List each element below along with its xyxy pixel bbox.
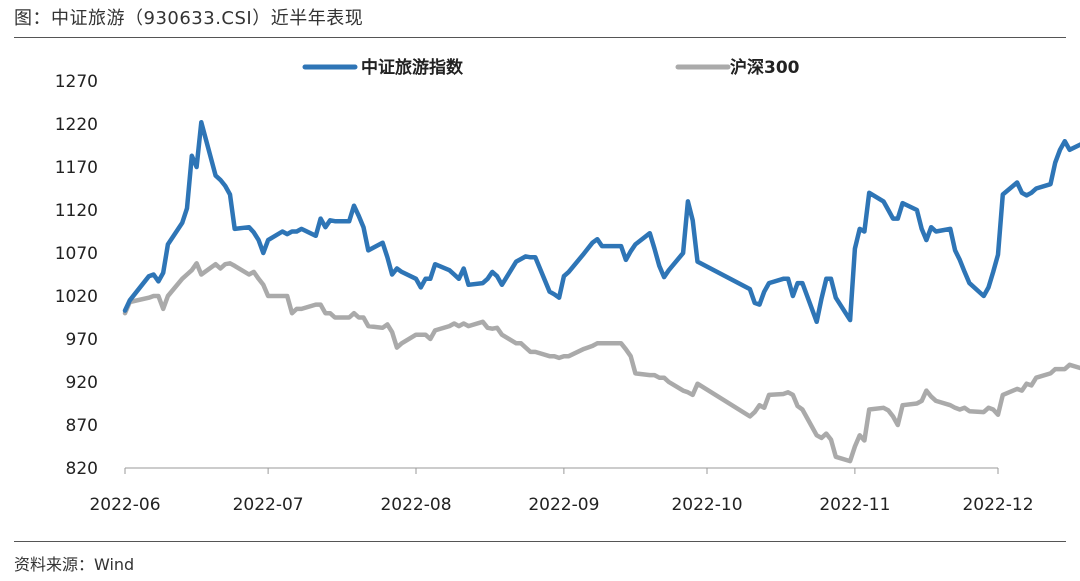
bottom-rule [14, 541, 1066, 542]
y-tick-label: 1270 [55, 72, 98, 92]
series-line-travel-index [122, 120, 1080, 325]
y-tick-label: 1120 [55, 201, 98, 221]
legend-label: 沪深300 [730, 57, 800, 78]
y-tick-label: 1020 [55, 287, 98, 307]
x-tick-label: 2022-07 [233, 495, 304, 515]
top-rule [14, 37, 1066, 38]
legend-label: 中证旅游指数 [361, 57, 464, 78]
y-tick-label: 870 [66, 416, 98, 436]
series-layer [122, 120, 1080, 464]
y-tick-label: 1170 [55, 158, 98, 178]
y-tick-label: 1220 [55, 115, 98, 135]
chart-legend: 中证旅游指数 沪深300 [302, 57, 800, 78]
x-tick-label: 2022-12 [962, 495, 1033, 515]
y-tick-label: 920 [66, 373, 98, 393]
x-tick-label: 2022-06 [89, 495, 160, 515]
figure-title: 图：中证旅游（930633.CSI）近半年表现 [14, 8, 364, 29]
x-tick-label: 2022-09 [528, 495, 599, 515]
x-tick-label: 2022-08 [380, 495, 451, 515]
y-tick-label: 820 [66, 459, 98, 479]
chart-axes: 820 870 920 970 1020 1070 1120 1170 1220 1270 2022… [55, 72, 1034, 515]
x-tick-label: 2022-10 [671, 495, 742, 515]
series-line-hs300 [122, 261, 1080, 464]
x-tick-label: 2022-11 [819, 495, 890, 515]
data-source-note: 资料来源：Wind [14, 555, 135, 574]
y-tick-label: 970 [66, 330, 98, 350]
y-tick-label: 1070 [55, 244, 98, 264]
